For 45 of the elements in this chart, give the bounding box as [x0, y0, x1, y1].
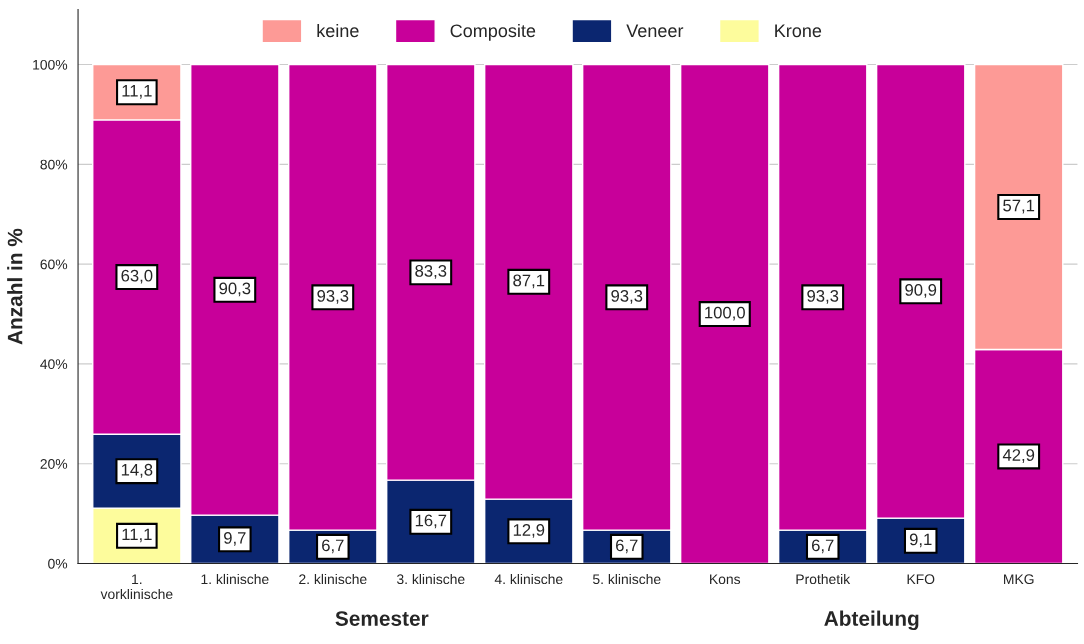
data-label: 57,1 — [1003, 199, 1035, 214]
y-tick-label: 40% — [40, 359, 68, 370]
legend-label: Composite — [450, 23, 536, 41]
data-label: 83,3 — [415, 265, 447, 279]
data-label: 11,1 — [122, 528, 152, 543]
y-tick-label: 80% — [40, 159, 68, 170]
x-tick-label: Kons — [710, 574, 741, 585]
x-tick-label: MKG — [1004, 574, 1034, 585]
data-label: 6,7 — [616, 539, 638, 554]
data-label: 90,9 — [905, 283, 937, 298]
legend-label: Veneer — [626, 24, 684, 38]
data-label: 6,7 — [812, 539, 834, 554]
data-label: 9,7 — [224, 531, 246, 546]
data-label: 6,7 — [322, 539, 344, 554]
y-tick-label: 0% — [48, 558, 68, 569]
x-tick-label: 1. vorklinische — [100, 574, 173, 600]
x-tick-label: 3. klinische — [396, 573, 465, 585]
data-label: 93,3 — [807, 289, 839, 304]
text: Semester — [335, 611, 429, 626]
y-tick-label: 60% — [40, 259, 68, 270]
data-label: 90,3 — [219, 282, 251, 297]
x-tick-label: Prothetik — [796, 573, 851, 585]
data-label: 63,0 — [121, 269, 153, 284]
y-tick-label: 20% — [40, 459, 68, 469]
text: Abteilung — [824, 610, 919, 631]
data-label: 42,9 — [1002, 449, 1035, 463]
bar — [679, 63, 770, 564]
data-label: 14,8 — [121, 463, 153, 478]
data-label: 93,3 — [611, 289, 643, 304]
y-axis-title: Anzahl in % — [7, 228, 23, 345]
data-label: 11,1 — [122, 85, 152, 99]
x-tick-label: 5. klinische — [592, 573, 661, 585]
data-label: 9,1 — [909, 533, 932, 548]
x-tick-label: 2. klinische — [299, 573, 367, 585]
data-label: 87,1 — [513, 274, 545, 289]
data-label: 12,9 — [513, 523, 545, 538]
x-tick-label: KFO — [907, 574, 935, 585]
y-tick-label: 100% — [33, 59, 68, 70]
data-label: 93,3 — [317, 289, 349, 304]
x-tick-label: 1. klinische — [201, 573, 269, 585]
x-tick-label: 4. klinische — [494, 573, 563, 585]
data-label: 100,0 — [705, 306, 745, 321]
legend-label: keine — [317, 23, 359, 38]
legend-label: Krone — [775, 24, 822, 38]
data-label: 16,7 — [415, 514, 447, 529]
